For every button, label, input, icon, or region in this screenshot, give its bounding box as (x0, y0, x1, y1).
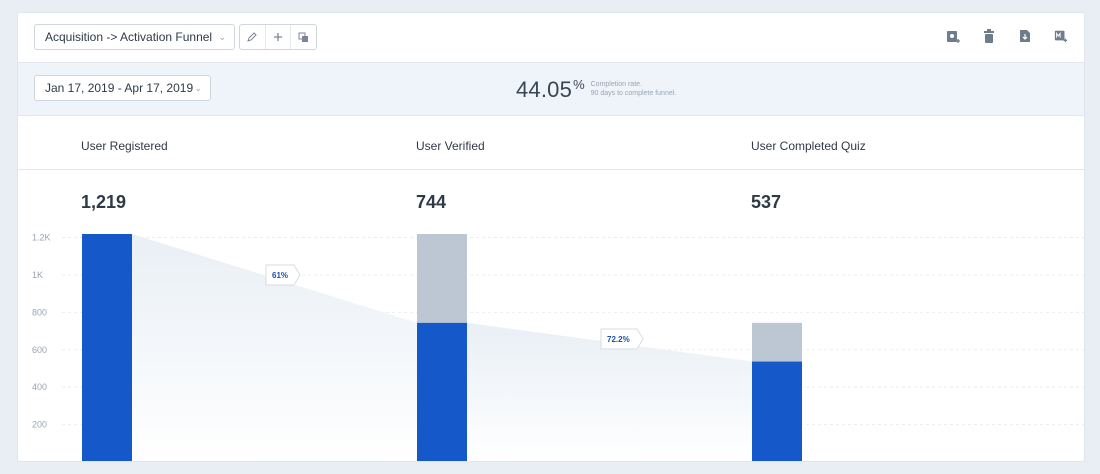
converted-bar (417, 322, 467, 461)
delete-button[interactable] (982, 28, 996, 44)
step-name: User Registered (81, 139, 168, 153)
chevron-down-icon: ⌄ (218, 32, 226, 42)
markdown-button[interactable] (1054, 28, 1068, 44)
add-to-dashboard-button[interactable] (946, 28, 960, 44)
completion-rate: 44.05 % Completion rate. 90 days to comp… (516, 75, 676, 105)
duplicate-icon (298, 32, 309, 42)
funnel-card: Acquisition -> Activation Funnel ⌄ (17, 12, 1085, 462)
y-tick-label: 1.2K (32, 233, 51, 243)
add-button[interactable] (266, 25, 292, 49)
markdown-add-icon (1054, 30, 1068, 43)
pencil-icon (247, 32, 258, 42)
funnel-select[interactable]: Acquisition -> Activation Funnel ⌄ (34, 24, 235, 50)
step-name: User Completed Quiz (751, 139, 866, 153)
toolbar-actions (946, 28, 1068, 44)
y-tick-label: 200 (32, 420, 47, 430)
duplicate-button[interactable] (291, 25, 316, 49)
toolbar: Acquisition -> Activation Funnel ⌄ (18, 13, 1084, 63)
chevron-down-icon: ⌄ (194, 83, 202, 93)
completion-rate-value: 44.05 (516, 77, 573, 102)
completion-rate-unit: % (573, 77, 585, 92)
funnel-area (132, 234, 417, 461)
date-range-select[interactable]: Jan 17, 2019 - Apr 17, 2019 ⌄ (34, 75, 211, 101)
steps-header (18, 116, 1084, 170)
step-count: 1,219 (81, 192, 127, 212)
trash-icon (984, 29, 994, 43)
y-tick-label: 600 (32, 345, 47, 355)
step-name: User Verified (416, 139, 485, 153)
step-count: 537 (751, 192, 782, 212)
completion-window-caption: 90 days to complete funnel. (590, 90, 677, 97)
conversion-pill (600, 328, 644, 350)
conversion-rate-label: 61% (272, 271, 288, 280)
y-tick-label: 400 (32, 382, 47, 392)
funnel-select-label: Acquisition -> Activation Funnel (45, 30, 213, 44)
y-tick-label: 800 (32, 307, 47, 317)
dropoff-bar (417, 234, 467, 323)
date-row: Jan 17, 2019 - Apr 17, 2019 ⌄ 44.05 % Co… (18, 63, 1084, 116)
edit-button[interactable] (240, 25, 266, 49)
funnel-chart: 200 400 600 800 1K 1.2K 61% 72.2% (32, 233, 1084, 461)
date-range-label: Jan 17, 2019 - Apr 17, 2019 (45, 81, 194, 95)
step-count: 744 (416, 192, 447, 212)
export-button[interactable] (1018, 28, 1032, 44)
dropoff-bar (752, 322, 802, 362)
converted-bar (82, 234, 132, 461)
conversion-pill (265, 264, 301, 286)
plus-icon (274, 33, 282, 41)
funnel-area (467, 322, 752, 461)
export-icon (1020, 30, 1030, 42)
y-tick-label: 1K (32, 270, 43, 280)
conversion-rate-label: 72.2% (607, 335, 630, 344)
completion-rate-caption: Completion rate. (590, 81, 642, 88)
add-to-dashboard-icon (947, 31, 960, 43)
funnel-actions (239, 24, 317, 50)
completion-rate-notes: Completion rate. 90 days to complete fun… (591, 80, 677, 98)
converted-bar (752, 361, 802, 461)
